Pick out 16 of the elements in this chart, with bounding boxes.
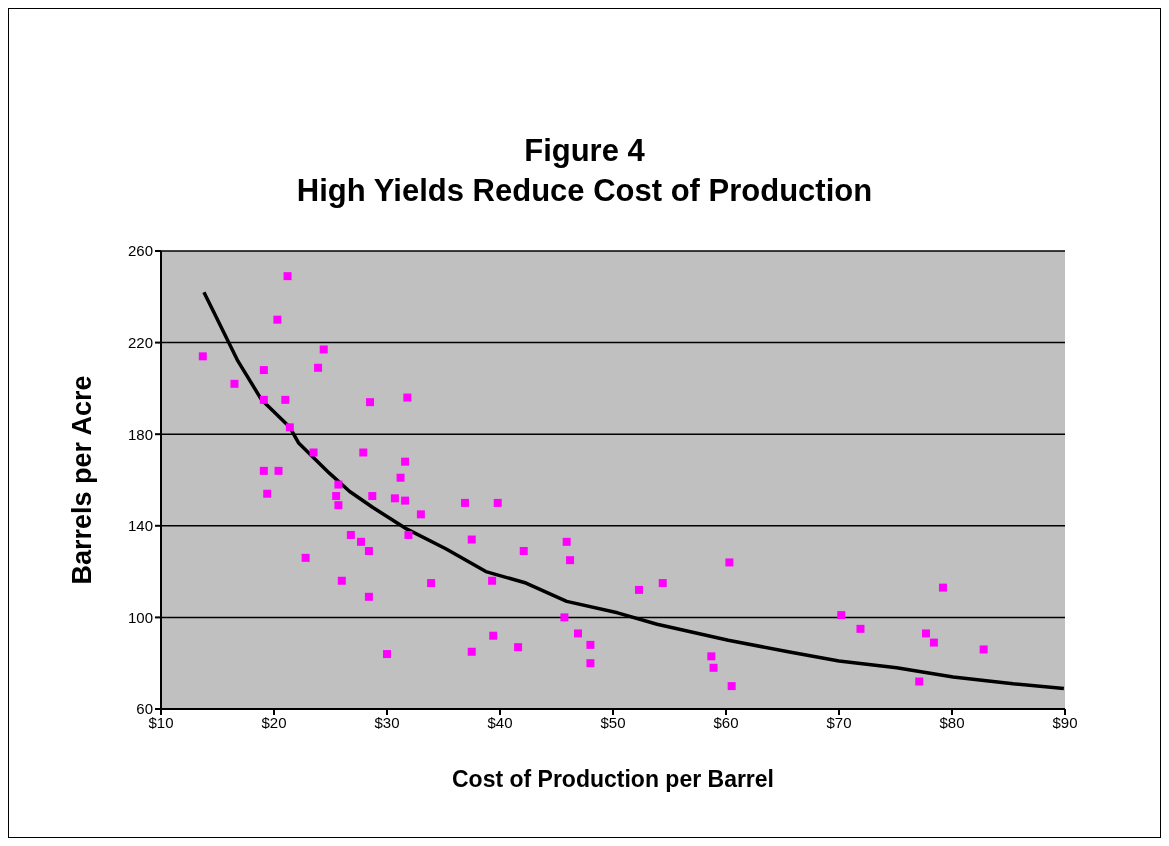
y-tick-label: 180 [127, 425, 153, 443]
x-tick-label: $80 [939, 713, 965, 731]
chart-title: Figure 4 High Yields Reduce Cost of Production [295, 132, 874, 210]
x-tick-label: $70 [826, 713, 852, 731]
x-tick-label: $60 [713, 713, 739, 731]
x-tick-label: $20 [261, 713, 287, 731]
x-axis-title: Cost of Production per Barrel [451, 766, 775, 792]
x-tick-label: $50 [600, 713, 626, 731]
y-tick-label: 260 [127, 242, 153, 260]
y-tick-label: 140 [127, 517, 153, 535]
y-axis-title: Barrels per Acre [66, 375, 97, 585]
x-tick-label: $30 [374, 713, 400, 731]
x-tick-label: $90 [1052, 713, 1078, 731]
x-tick-label: $40 [487, 713, 513, 731]
y-tick-label: 220 [127, 333, 153, 351]
y-tick-label: 100 [127, 608, 153, 626]
